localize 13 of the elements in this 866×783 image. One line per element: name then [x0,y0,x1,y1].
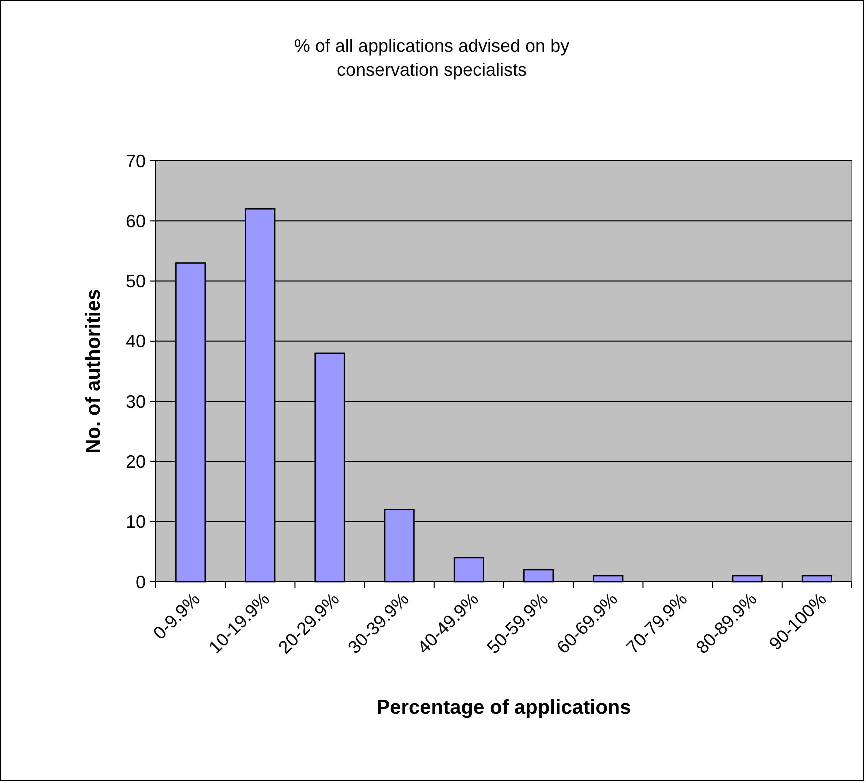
y-tick-label: 40 [126,332,146,352]
y-tick-label: 20 [126,452,146,472]
bar [454,557,484,583]
y-tick-label: 70 [126,151,146,172]
x-axis-title: Percentage of applications [376,697,632,719]
bar [524,569,554,583]
y-tick-label: 50 [126,272,146,292]
y-tick-label: 30 [126,392,146,412]
chart-title: % of all applications advised on by conservation specialists [294,36,570,80]
y-tick-label: 60 [126,211,146,232]
y-axis-title: No. of authorities [83,289,105,454]
y-tick-label: 0 [136,572,146,592]
y-tick-label: 10 [126,512,146,532]
